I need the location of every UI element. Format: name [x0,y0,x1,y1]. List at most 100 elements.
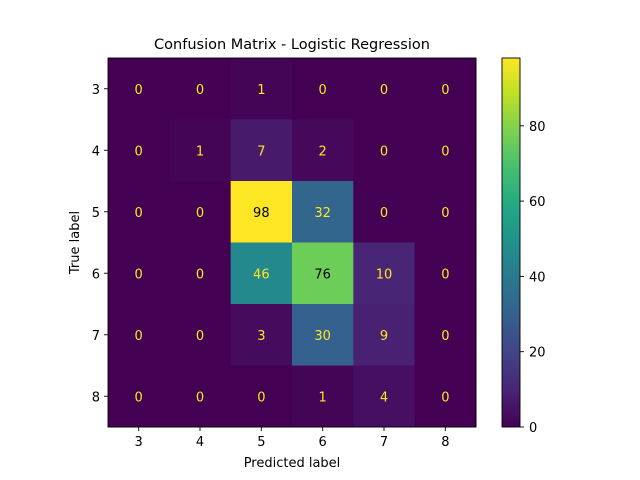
colorbar-tick-label: 40 [529,270,546,285]
heatmap-cell [108,304,170,366]
cell-value-label: 0 [441,390,449,405]
heatmap-cell [169,58,232,120]
heatmap-cell [230,242,293,305]
cell-value-label: 32 [314,206,331,221]
cell-value-label: 0 [441,144,449,159]
heatmap-cell [108,119,170,182]
colorbar-tick-label: 20 [529,346,546,361]
cell-value-label: 1 [257,83,265,98]
x-tick-label: 6 [319,435,327,450]
heatmap-cell [108,365,170,428]
cell-value-label: 0 [135,206,143,221]
x-axis-ticks: 3 4 5 6 7 8 [135,427,449,450]
heatmap-cell [414,304,477,366]
colorbar-gradient [502,58,520,427]
y-axis-ticks: 3 4 5 6 7 8 [92,83,108,405]
cell-value-label: 0 [441,329,449,344]
heatmap-cell [230,365,293,428]
y-tick-label: 4 [92,144,100,159]
x-tick-label: 7 [380,435,388,450]
cell-value-label: 0 [196,206,204,221]
heatmap-cell [108,242,170,305]
cell-value-label: 98 [253,206,270,221]
cell-value-label: 3 [257,329,265,344]
colorbar-frame [501,57,521,428]
heatmap-cell [108,181,170,243]
y-tick-label: 6 [92,267,100,282]
heatmap-cell [353,304,416,366]
heatmap-cell [169,365,232,428]
heatmap-cell [169,304,232,366]
heatmap-cell [353,242,416,305]
x-tick-label: 8 [441,435,449,450]
heatmap-cell [292,181,354,243]
heatmap-cells [108,58,477,428]
cell-value-label: 76 [314,267,331,282]
heatmap-cell [353,365,416,428]
cell-value-label: 30 [314,329,331,344]
colorbar-tick-label: 80 [529,120,546,135]
cell-value-label: 1 [319,390,327,405]
axes-frame [107,57,477,428]
y-tick-label: 3 [92,83,100,98]
colorbar-tick-label: 0 [529,421,537,436]
y-tick-label: 7 [92,329,100,344]
colorbar: 0 20 40 60 80 [501,57,546,436]
heatmap-cell [292,119,354,182]
cell-value-label: 0 [380,83,388,98]
heatmap-cell [353,119,416,182]
cell-value-label: 0 [380,206,388,221]
cell-value-label: 0 [441,83,449,98]
heatmap-cell [353,58,416,120]
cell-value-label: 0 [135,390,143,405]
heatmap-cell [230,119,293,182]
cell-value-label: 4 [380,390,388,405]
y-axis-label: True label [68,211,83,275]
x-tick-label: 5 [257,435,265,450]
heatmap-cell [414,242,477,305]
cell-value-label: 0 [441,206,449,221]
cell-value-label: 0 [257,390,265,405]
cell-value-label: 0 [380,144,388,159]
cell-value-label: 10 [376,267,393,282]
heatmap-cell [414,58,477,120]
chart-title: Confusion Matrix - Logistic Regression [154,37,430,53]
cell-value-label: 0 [135,267,143,282]
cell-value-label: 7 [257,144,265,159]
heatmap-cell [292,58,354,120]
heatmap-cell [169,181,232,243]
x-tick-label: 3 [135,435,143,450]
cell-value-label: 0 [196,267,204,282]
heatmap-cell [292,242,354,305]
heatmap-cell [230,181,293,243]
heatmap-cell [414,181,477,243]
cell-value-label: 0 [319,83,327,98]
heatmap-cell [169,119,232,182]
cell-value-label: 0 [135,144,143,159]
cell-value-label: 46 [253,267,270,282]
cell-value-label: 0 [196,390,204,405]
colorbar-tick-label: 60 [529,195,546,210]
cell-value-label: 2 [319,144,327,159]
heatmap-cell [292,304,354,366]
heatmap-cell [353,181,416,243]
heatmap-cell [414,119,477,182]
y-tick-label: 8 [92,390,100,405]
x-axis-label: Predicted label [244,456,341,471]
cell-value-label: 0 [135,83,143,98]
cell-value-label: 0 [196,329,204,344]
heatmap-cell [230,58,293,120]
heatmap-cell [169,242,232,305]
x-tick-label: 4 [196,435,204,450]
heatmap-cell [230,304,293,366]
y-tick-label: 5 [92,206,100,221]
colorbar-ticks: 0 20 40 60 80 [520,120,546,436]
heatmap-cell [108,58,170,120]
heatmap-cell [414,365,477,428]
cell-value-label: 0 [135,329,143,344]
cell-value-labels: 0 0 1 0 0 00 1 7 2 0 00 0 98 32 0 00 0 46 76 10 00 0 3 30 9 00 0 0 1… [135,83,450,406]
cell-value-label: 0 [441,267,449,282]
heatmap-cell [292,365,354,428]
cell-value-label: 0 [196,83,204,98]
